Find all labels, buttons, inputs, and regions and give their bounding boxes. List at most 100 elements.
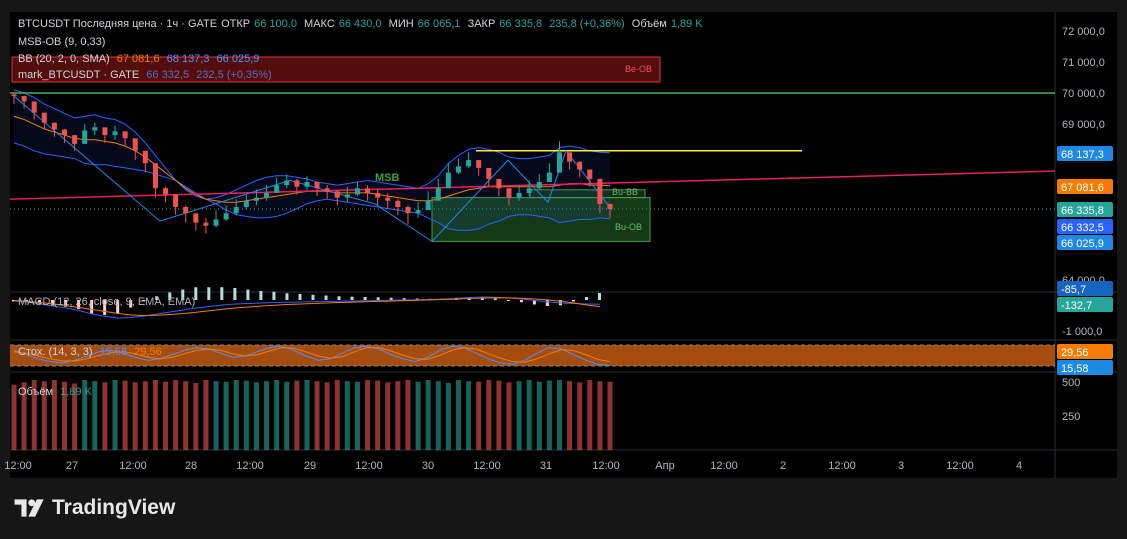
bu-ob-annotation: Bu-OB xyxy=(615,222,642,232)
candle-body xyxy=(21,96,27,102)
stoch-k-value: 15,58 xyxy=(99,346,128,358)
candle-body xyxy=(324,188,330,192)
candle-body xyxy=(334,191,340,198)
macd-histogram-bar xyxy=(194,287,198,300)
open-label: ОТКР xyxy=(221,18,251,30)
time-axis-label: 29 xyxy=(304,460,316,472)
volume-bar xyxy=(284,381,290,450)
mark-price-badge: 66 332,5 xyxy=(1061,222,1104,234)
candle-body xyxy=(31,101,37,113)
candle-body xyxy=(264,192,270,198)
macd-histogram-bar xyxy=(103,300,107,315)
close-value: 66 335,8 xyxy=(499,18,543,30)
time-axis-label: 2 xyxy=(780,460,786,472)
volume-bar xyxy=(324,382,330,450)
macd-histogram-bar xyxy=(545,300,549,306)
open-value: 66 100,0 xyxy=(254,18,297,30)
candle-body xyxy=(607,203,613,210)
candle-body xyxy=(62,129,68,136)
candle-body xyxy=(284,180,290,186)
time-axis-label: 28 xyxy=(185,460,197,472)
volume-bar xyxy=(455,380,461,450)
candle-body xyxy=(193,213,199,223)
bb-legend[interactable]: BB (20, 2, 0, SMA) 67 081,6 68 137,3 66 … xyxy=(18,52,263,66)
candle-body xyxy=(173,194,179,207)
volume-axis-label: 500 xyxy=(1062,377,1080,389)
candle-body xyxy=(253,197,259,201)
macd-histogram-bar xyxy=(12,300,15,302)
macd-histogram-bar xyxy=(142,300,146,302)
volume-bar xyxy=(546,380,552,450)
stoch-k-line xyxy=(13,345,611,367)
stoch-d-badge: 29,56 xyxy=(1061,347,1089,359)
msb-legend[interactable]: MSB-OB (9, 0,33) xyxy=(18,35,109,49)
stoch-legend[interactable]: Стох. (14, 3, 3) 15,58 29,56 xyxy=(18,345,166,359)
macd-histogram-bar xyxy=(181,289,185,300)
mark-legend[interactable]: mark_BTCUSDT · GATE 66 332,5 232,5 (+0,3… xyxy=(18,68,276,82)
volume-bar xyxy=(274,380,280,450)
last-price-badge-bg xyxy=(1057,202,1113,217)
candle-body xyxy=(587,169,593,179)
candle-body xyxy=(466,160,472,167)
candle-body xyxy=(72,135,78,144)
candle-body xyxy=(223,213,229,220)
time-axis-label: 12:00 xyxy=(710,460,738,472)
candle-body xyxy=(183,207,189,214)
time-axis-label: 12:00 xyxy=(236,460,264,472)
candle-body xyxy=(516,192,522,198)
volume-bar xyxy=(587,380,593,450)
time-axis-label: Апр xyxy=(655,460,674,472)
candle-body xyxy=(455,166,461,173)
bu-bb-zone xyxy=(529,189,646,199)
volume-bar xyxy=(203,380,209,450)
candle-body xyxy=(415,210,421,214)
candle-body xyxy=(496,178,502,189)
candle-body xyxy=(385,197,391,201)
stoch-d-line xyxy=(13,347,611,363)
macd-histogram-bar xyxy=(285,293,289,300)
volume-bar xyxy=(526,380,532,450)
mark-value: 66 332,5 xyxy=(146,69,190,81)
volume-bar xyxy=(445,382,451,450)
volume-bar xyxy=(567,381,573,450)
candle-body xyxy=(526,188,532,193)
candle-body xyxy=(294,180,300,187)
candle-body xyxy=(82,130,88,144)
high-label: МАКС xyxy=(304,18,335,30)
macd-legend[interactable]: MACD (12, 26, close, 9, EMA, EMA) xyxy=(18,295,199,309)
volume-bar xyxy=(577,382,583,450)
volume-bar xyxy=(304,380,310,450)
volume-bar xyxy=(607,381,613,450)
volume-bar xyxy=(354,381,360,450)
volume-bar xyxy=(516,381,522,450)
tradingview-watermark[interactable]: TradingView xyxy=(14,496,175,520)
header-legend: BTCUSDT Последняя цена · 1ч · GATE ОТКР 66… xyxy=(18,17,707,31)
time-axis-label: 12:00 xyxy=(4,460,32,472)
volume-bar xyxy=(122,380,128,450)
time-axis-label: 12:00 xyxy=(828,460,856,472)
mark-label: mark_BTCUSDT · GATE xyxy=(18,69,140,81)
bb-lower-line xyxy=(13,142,611,231)
volume-bar xyxy=(243,380,249,450)
price-axis-label: 71 000,0 xyxy=(1062,57,1105,69)
macd-histogram-bar xyxy=(129,300,133,308)
volume-bar xyxy=(31,380,37,450)
last-price-badge: 66 335,8 xyxy=(1061,205,1104,217)
change-value: 235,8 (+0,36%) xyxy=(549,18,625,30)
macd-histogram-bar xyxy=(571,300,575,302)
time-axis-label: 3 xyxy=(898,460,904,472)
volume-legend[interactable]: Объём 1,89 K xyxy=(18,385,96,399)
macd-histogram-bar xyxy=(311,294,315,300)
price-axis-label: 72 000,0 xyxy=(1062,26,1105,38)
volume-bar xyxy=(193,382,199,450)
bb-upper-badge-bg xyxy=(1057,146,1113,161)
volume-bar xyxy=(92,381,98,450)
volume-value: 1,89 K xyxy=(670,18,703,30)
volume-bar xyxy=(314,381,320,450)
volume-bar xyxy=(385,382,391,450)
macd-histogram-bar xyxy=(402,298,406,300)
time-axis-label: 12:00 xyxy=(355,460,383,472)
stoch-label: Стох. (14, 3, 3) xyxy=(18,346,93,358)
candle-body xyxy=(425,200,431,211)
